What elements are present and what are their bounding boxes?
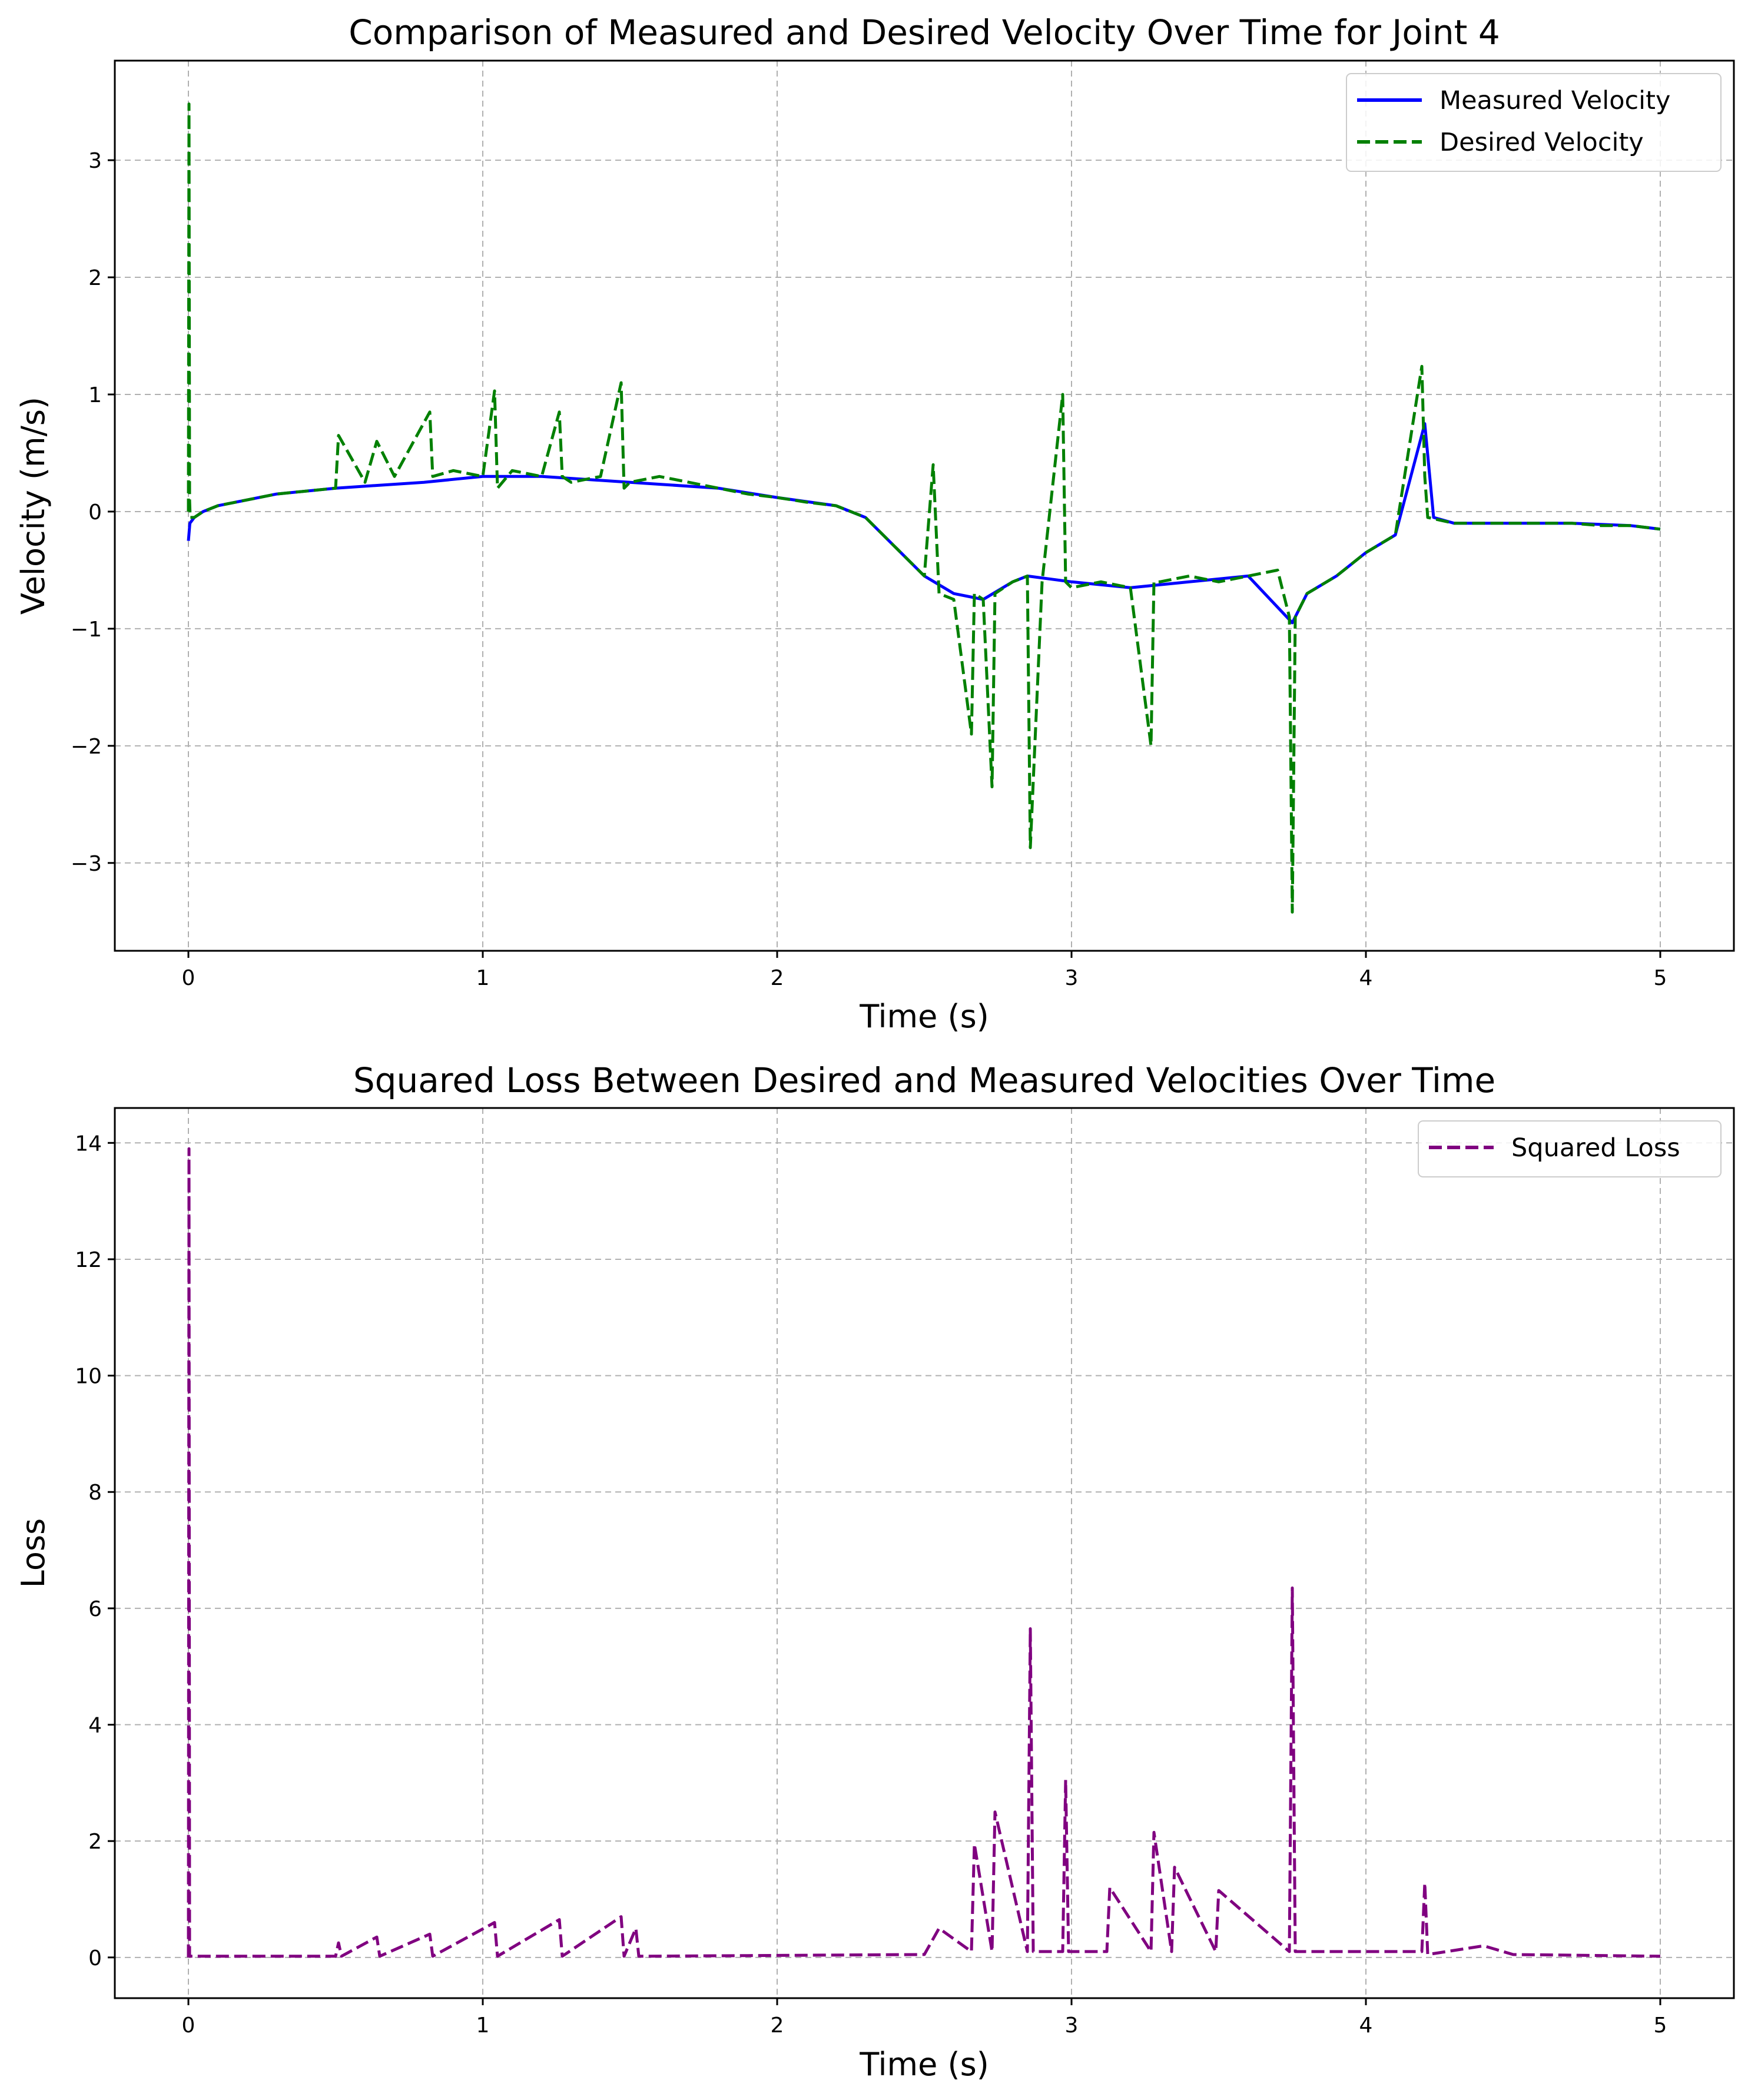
y-tick-label: −2 [71,735,102,759]
x-tick-label: 5 [1654,2013,1667,2038]
x-axis-ticks: 0 1 2 3 4 5 [182,951,1667,990]
y-axis-label: Velocity (m/s) [15,397,52,615]
y-tick-label: −1 [71,618,102,642]
y-tick-label: 12 [75,1248,102,1272]
y-tick-label: 2 [88,1830,102,1854]
y-axis-ticks: −3 −2 −1 0 1 2 3 [71,149,115,876]
x-tick-label: 0 [182,966,195,990]
x-axis-label: Time (s) [859,2046,989,2083]
y-tick-label: 10 [75,1365,102,1389]
plot-area [187,1147,1661,1958]
x-tick-label: 1 [476,966,490,990]
y-tick-label: 3 [88,149,102,173]
x-tick-label: 1 [476,2013,490,2038]
plot-area [187,102,1661,914]
x-tick-label: 0 [182,2013,195,2038]
legend-label: Measured Velocity [1439,86,1670,115]
series-line-1 [187,1147,1661,1958]
x-tick-label: 4 [1359,2013,1373,2038]
x-tick-label: 3 [1065,966,1079,990]
axes-frame [114,1107,1735,1999]
legend-box [1418,1120,1722,1177]
x-tick-label: 2 [771,966,784,990]
chart-title: Squared Loss Between Desired and Measure… [353,1060,1495,1100]
legend-box [1346,73,1722,172]
y-tick-label: 2 [88,266,102,290]
velocity-chart: Comparison of Measured and Desired Veloc… [15,12,1735,1035]
y-tick-label: 0 [88,500,102,525]
y-tick-label: 0 [88,1946,102,1970]
legend-label: Desired Velocity [1439,128,1644,157]
x-tick-label: 5 [1654,966,1667,990]
y-tick-label: 4 [88,1714,102,1738]
y-tick-label: 1 [88,383,102,407]
chart-title: Comparison of Measured and Desired Veloc… [349,12,1500,52]
x-axis-label: Time (s) [859,998,989,1035]
x-tick-label: 4 [1359,966,1373,990]
legend: Squared Loss [1418,1120,1722,1177]
y-axis-ticks: 0 2 4 6 8 10 12 14 [75,1132,115,1970]
y-tick-label: −3 [71,852,102,876]
series-line-2 [187,102,1661,914]
loss-chart: Squared Loss Between Desired and Measure… [15,1060,1735,2083]
x-tick-label: 2 [771,2013,784,2038]
y-tick-label: 14 [75,1132,102,1156]
y-axis-label: Loss [15,1518,52,1588]
y-tick-label: 8 [88,1481,102,1505]
legend: Measured Velocity Desired Velocity [1346,73,1722,172]
grid-lines [115,1108,1734,1998]
x-axis-ticks: 0 1 2 3 4 5 [182,1998,1667,2038]
legend-label: Squared Loss [1511,1133,1680,1163]
y-tick-label: 6 [88,1597,102,1621]
x-tick-label: 3 [1065,2013,1079,2038]
axes-frame [114,59,1735,952]
